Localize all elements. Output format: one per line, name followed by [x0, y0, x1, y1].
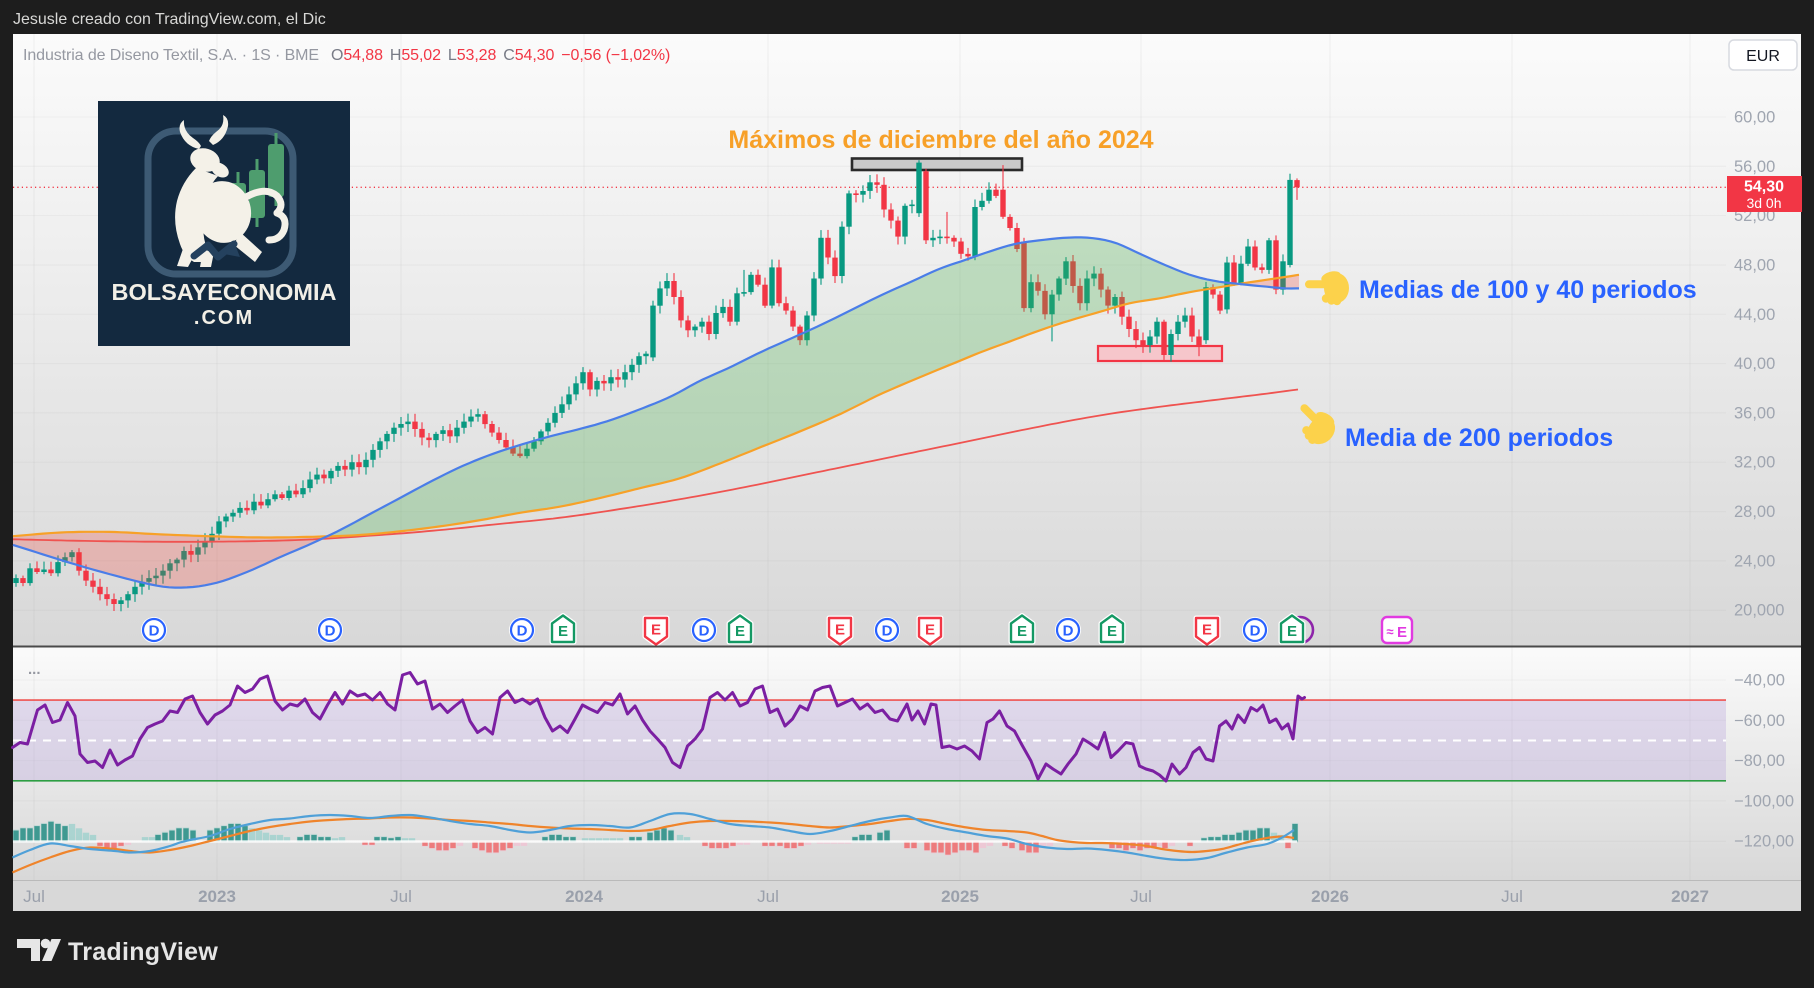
svg-text:E: E: [925, 622, 935, 639]
svg-text:E: E: [1202, 622, 1212, 639]
svg-text:2027: 2027: [1671, 887, 1709, 906]
svg-text:E: E: [558, 623, 568, 640]
svg-text:32,00: 32,00: [1734, 454, 1775, 472]
svg-text:28,00: 28,00: [1734, 503, 1775, 521]
svg-text:2025: 2025: [941, 887, 979, 906]
svg-text:36,00: 36,00: [1734, 404, 1775, 422]
svg-text:Industria de Diseno Textil, S.: Industria de Diseno Textil, S.A. · 1S · …: [23, 47, 670, 64]
svg-text:2024: 2024: [565, 887, 603, 906]
svg-text:20,000: 20,000: [1734, 602, 1784, 620]
svg-text:E: E: [735, 623, 745, 640]
svg-text:D: D: [149, 623, 160, 640]
svg-text:60,00: 60,00: [1734, 109, 1775, 127]
svg-text:Jul: Jul: [1501, 887, 1523, 906]
svg-text:Jul: Jul: [757, 887, 779, 906]
svg-text:3d 0h: 3d 0h: [1746, 195, 1781, 211]
svg-text:−120,00: −120,00: [1734, 833, 1794, 851]
svg-text:D: D: [517, 623, 528, 640]
svg-text:E: E: [1017, 623, 1027, 640]
svg-text:−80,00: −80,00: [1734, 752, 1785, 770]
svg-text:E: E: [1397, 624, 1407, 641]
svg-text:...: ...: [28, 661, 41, 678]
svg-text:D: D: [699, 623, 710, 640]
svg-text:Media de 200 periodos: Media de 200 periodos: [1345, 424, 1613, 452]
svg-text:E: E: [1107, 623, 1117, 640]
svg-text:D: D: [1063, 623, 1074, 640]
svg-text:−100,00: −100,00: [1734, 792, 1794, 810]
svg-text:48,00: 48,00: [1734, 257, 1775, 275]
svg-text:TradingView: TradingView: [68, 938, 218, 966]
svg-text:24,00: 24,00: [1734, 552, 1775, 570]
svg-text:40,00: 40,00: [1734, 355, 1775, 373]
svg-text:2023: 2023: [198, 887, 236, 906]
svg-text:D: D: [325, 623, 336, 640]
svg-text:E: E: [651, 622, 661, 639]
svg-text:E: E: [1287, 623, 1297, 640]
svg-text:D: D: [882, 623, 893, 640]
svg-text:Medias de 100 y 40 periodos: Medias de 100 y 40 periodos: [1359, 276, 1697, 304]
svg-text:.COM: .COM: [194, 307, 254, 329]
svg-text:−60,00: −60,00: [1734, 712, 1785, 730]
svg-text:D: D: [1250, 623, 1261, 640]
svg-text:−40,00: −40,00: [1734, 672, 1785, 690]
svg-text:Jul: Jul: [23, 887, 45, 906]
svg-text:54,30: 54,30: [1744, 179, 1784, 196]
svg-text:Jul: Jul: [1130, 887, 1152, 906]
svg-text:2026: 2026: [1311, 887, 1349, 906]
svg-text:56,00: 56,00: [1734, 158, 1775, 176]
svg-text:Jul: Jul: [390, 887, 412, 906]
svg-text:EUR: EUR: [1746, 48, 1780, 65]
svg-text:Máximos de diciembre del año 2: Máximos de diciembre del año 2024: [728, 126, 1153, 154]
svg-text:Jesusle creado con TradingView: Jesusle creado con TradingView.com, el D…: [13, 11, 326, 28]
svg-text:E: E: [835, 622, 845, 639]
svg-text:≈: ≈: [1386, 624, 1393, 639]
svg-text:BOLSAYECONOMIA: BOLSAYECONOMIA: [111, 279, 336, 305]
svg-text:44,00: 44,00: [1734, 306, 1775, 324]
